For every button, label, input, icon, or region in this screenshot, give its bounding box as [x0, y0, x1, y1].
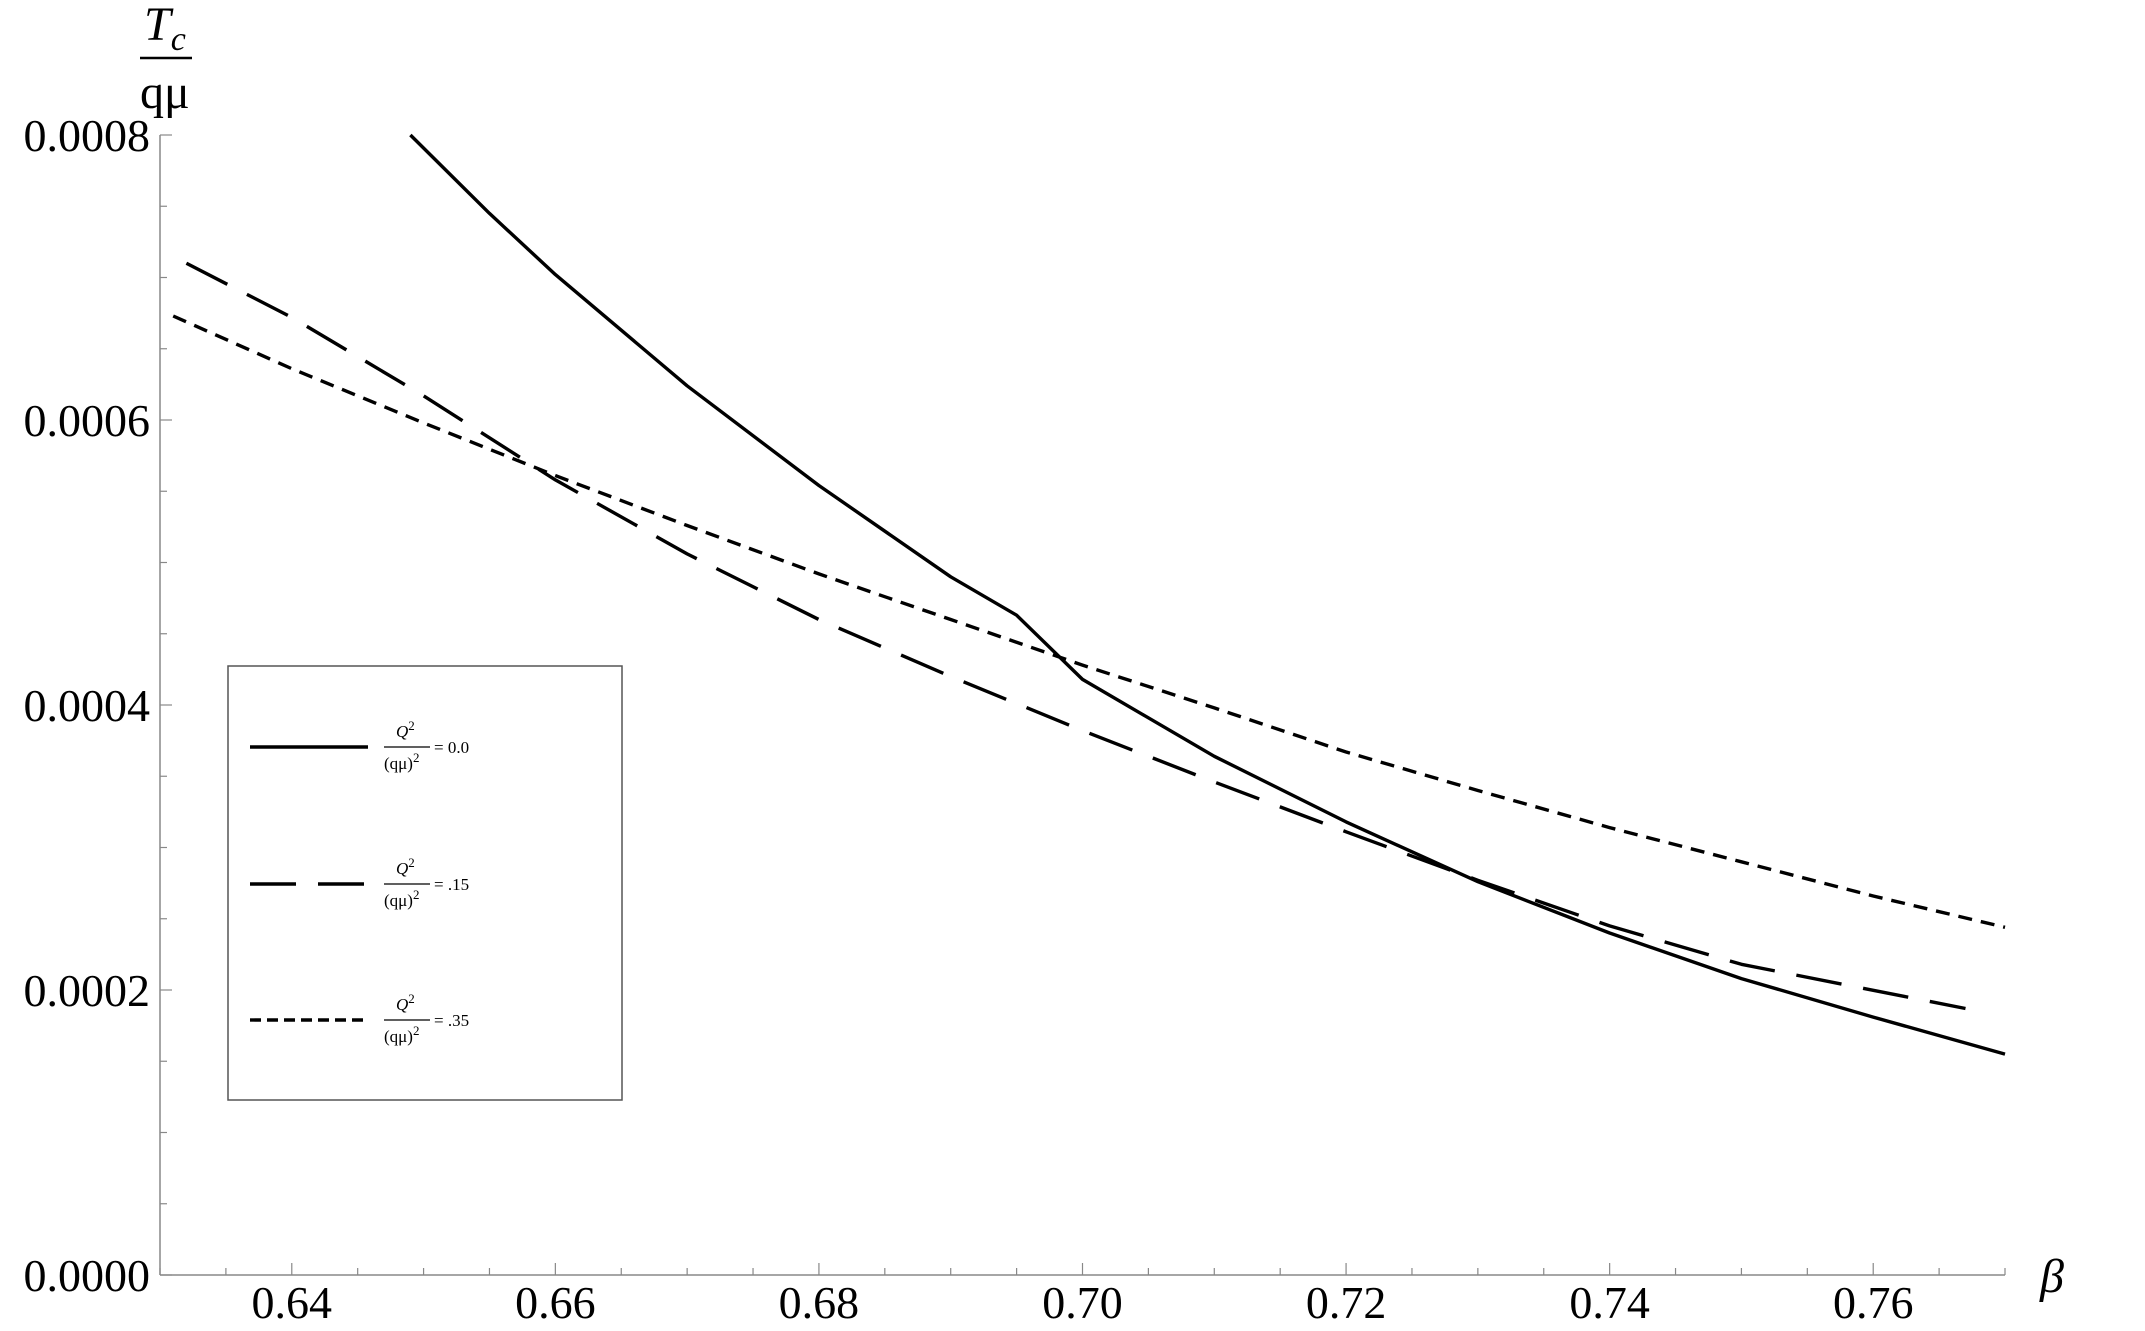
- x-tick-label: 0.68: [779, 1277, 860, 1328]
- series-line-2: [185, 261, 1966, 1011]
- legend-fraction-denominator: (qμ)2: [384, 1023, 419, 1046]
- x-tick-label: 0.72: [1306, 1277, 1387, 1328]
- y-tick-label: 0.0002: [24, 965, 151, 1016]
- x-tick-label: 0.66: [515, 1277, 596, 1328]
- x-axis-label: β: [2039, 1250, 2064, 1303]
- legend-entry-2: Q2(qμ)2= .15: [250, 855, 469, 910]
- legend-fraction-denominator: (qμ)2: [384, 750, 419, 773]
- y-tick-label: 0.0000: [24, 1250, 151, 1301]
- series-line-1: [409, 133, 2006, 1056]
- legend-value: = .15: [434, 875, 469, 894]
- legend-value: = 0.0: [434, 738, 469, 757]
- x-tick-label: 0.70: [1042, 1277, 1123, 1328]
- y-tick-label: 0.0004: [24, 680, 151, 731]
- series-line-3: [172, 314, 2006, 929]
- legend-fraction-denominator: (qμ)2: [384, 887, 419, 910]
- x-tick-label: 0.76: [1833, 1277, 1914, 1328]
- legend-entry-1: Q2(qμ)2= 0.0: [250, 718, 469, 773]
- y-tick-label: 0.0008: [24, 110, 151, 161]
- y-axis-label-denominator: qμ: [140, 66, 190, 119]
- axes: 0.64 0.66 0.68 0.70 0.72 0.74 0.76 0.0000 0.0002…: [24, 110, 2006, 1328]
- y-axis-label-numerator: Tc: [144, 0, 186, 58]
- legend-value: = .35: [434, 1011, 469, 1030]
- y-tick-label: 0.0006: [24, 395, 151, 446]
- series-layer: [172, 133, 2006, 1056]
- x-tick-label: 0.64: [252, 1277, 333, 1328]
- x-tick-label: 0.74: [1569, 1277, 1650, 1328]
- y-axis-label: Tc qμ: [140, 0, 192, 119]
